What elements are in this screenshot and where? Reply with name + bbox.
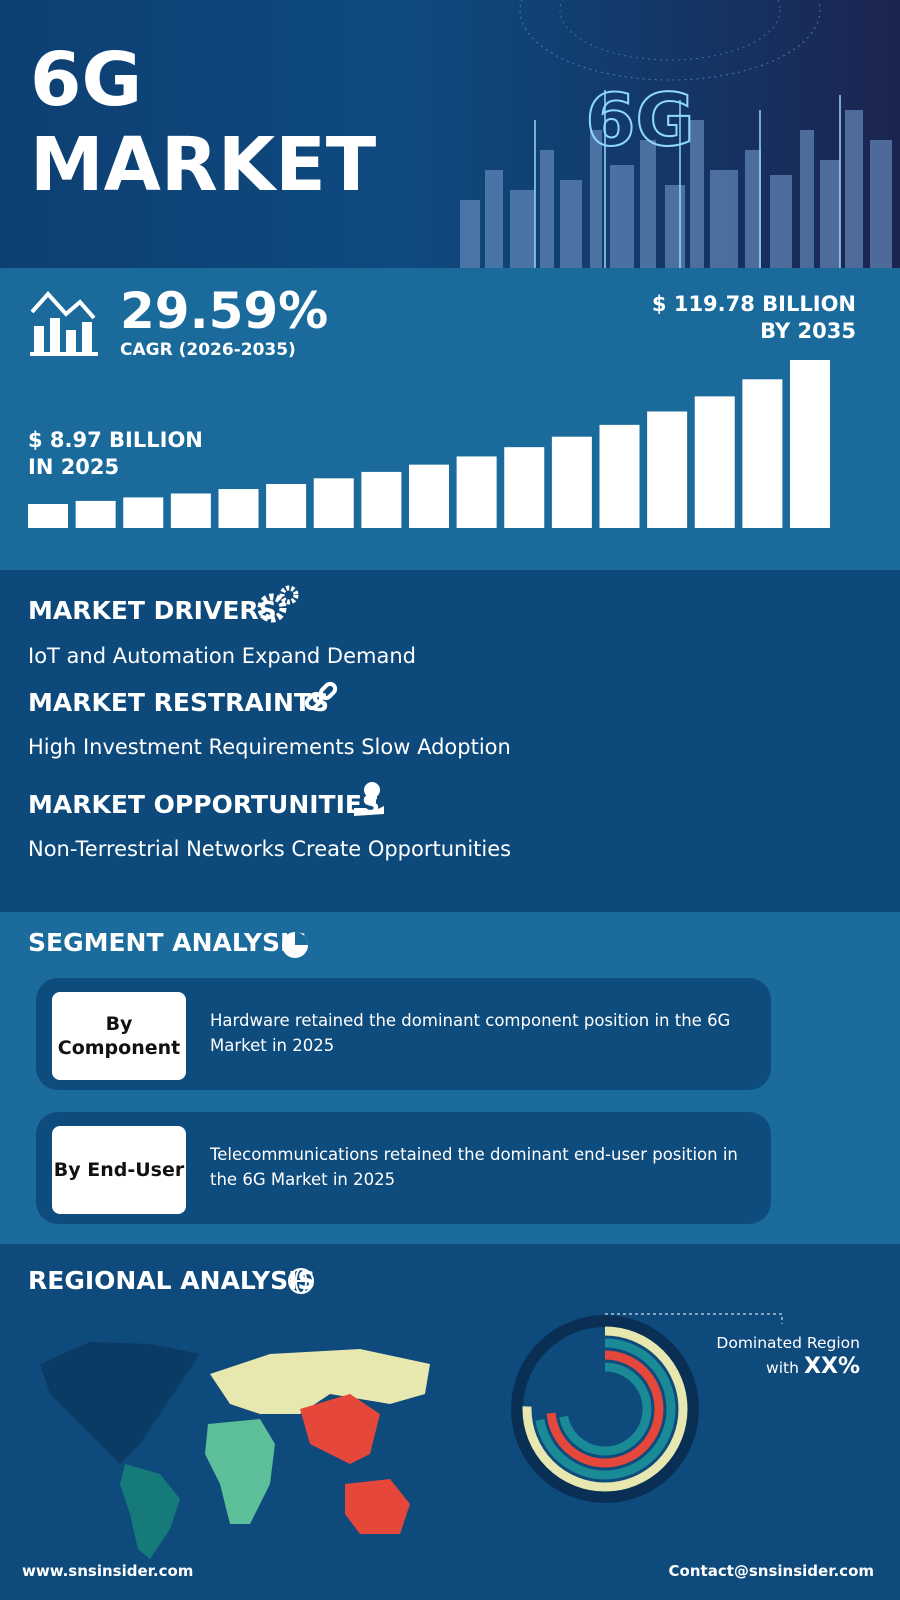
segment-heading: SEGMENT ANALYSIS [28,928,308,957]
regional: REGIONAL ANALYSIS Dominated Region with … [0,1244,900,1600]
growth: 29.59% CAGR (2026-2035) $ 119.78 BILLION… [0,268,900,570]
art-6g: 6G [585,78,694,162]
city-art: 6G [460,0,892,268]
segment-label: By Component [52,992,186,1080]
growth-bar [599,424,640,528]
growth-bar [313,478,354,528]
start-value: $ 8.97 BILLION [28,428,203,452]
growth-bar [551,436,592,528]
chart-icon [30,291,98,356]
link-icon [304,681,338,711]
website: www.snsinsider.com [22,1562,194,1580]
start-year: IN 2025 [28,455,120,479]
growth-bar [742,379,783,528]
share: XX% [804,1354,860,1379]
cagr-label: CAGR (2026-2035) [120,340,296,360]
globe-icon [288,1268,314,1294]
growth-bar [504,447,545,528]
growth-bar [28,504,68,528]
segment-label: By End-User [52,1126,186,1214]
title-1: 6G [30,37,143,123]
dominated-note: Dominated Region [716,1334,860,1352]
segment-card: By End-User Telecommunications retained … [36,1112,771,1224]
contact: Contact@snsinsider.com [668,1562,874,1580]
growth-bar [170,493,211,528]
gear-icon [257,585,299,623]
growth-bar [266,484,307,528]
world-map [40,1342,430,1559]
growth-bar [790,360,830,528]
regional-heading: REGIONAL ANALYSIS [28,1266,316,1295]
title-2: MARKET [30,122,377,208]
growth-bar [123,497,164,528]
restraints-text: High Investment Requirements Slow Adopti… [28,735,511,759]
segment: SEGMENT ANALYSIS By Component Hardware r… [0,912,900,1244]
growth-bar [218,489,259,528]
segment-card: By Component Hardware retained the domin… [36,978,771,1090]
segment-text: Telecommunications retained the dominant… [210,1145,738,1189]
end-value: $ 119.78 BILLION [651,292,856,316]
dynamics: MARKET DRIVERS IoT and Automation Expand… [0,570,900,912]
cagr: 29.59% [120,282,329,340]
growth-bar [75,500,116,528]
end-year: BY 2035 [760,319,856,343]
pointer [605,1313,783,1324]
growth-bar [647,411,688,528]
with: with [766,1359,799,1377]
growth-bar [409,464,449,528]
donut [511,1315,699,1503]
pie-icon [282,932,308,958]
header: 6G 6G MARKET [0,0,900,268]
growth-bar [694,396,735,528]
drivers-heading: MARKET DRIVERS [28,596,277,625]
opportunities-heading: MARKET OPPORTUNITIES [28,790,380,819]
dominated-share: with XX% [766,1354,860,1379]
drivers-text: IoT and Automation Expand Demand [28,644,416,668]
segment-text: Hardware retained the dominant component… [210,1011,731,1055]
growth-bars [28,360,830,528]
growth-bar [456,456,497,528]
restraints-heading: MARKET RESTRAINTS [28,688,329,717]
opportunities-text: Non-Terrestrial Networks Create Opportun… [28,837,512,861]
growth-bar [361,471,402,528]
bulb-icon [354,782,384,816]
